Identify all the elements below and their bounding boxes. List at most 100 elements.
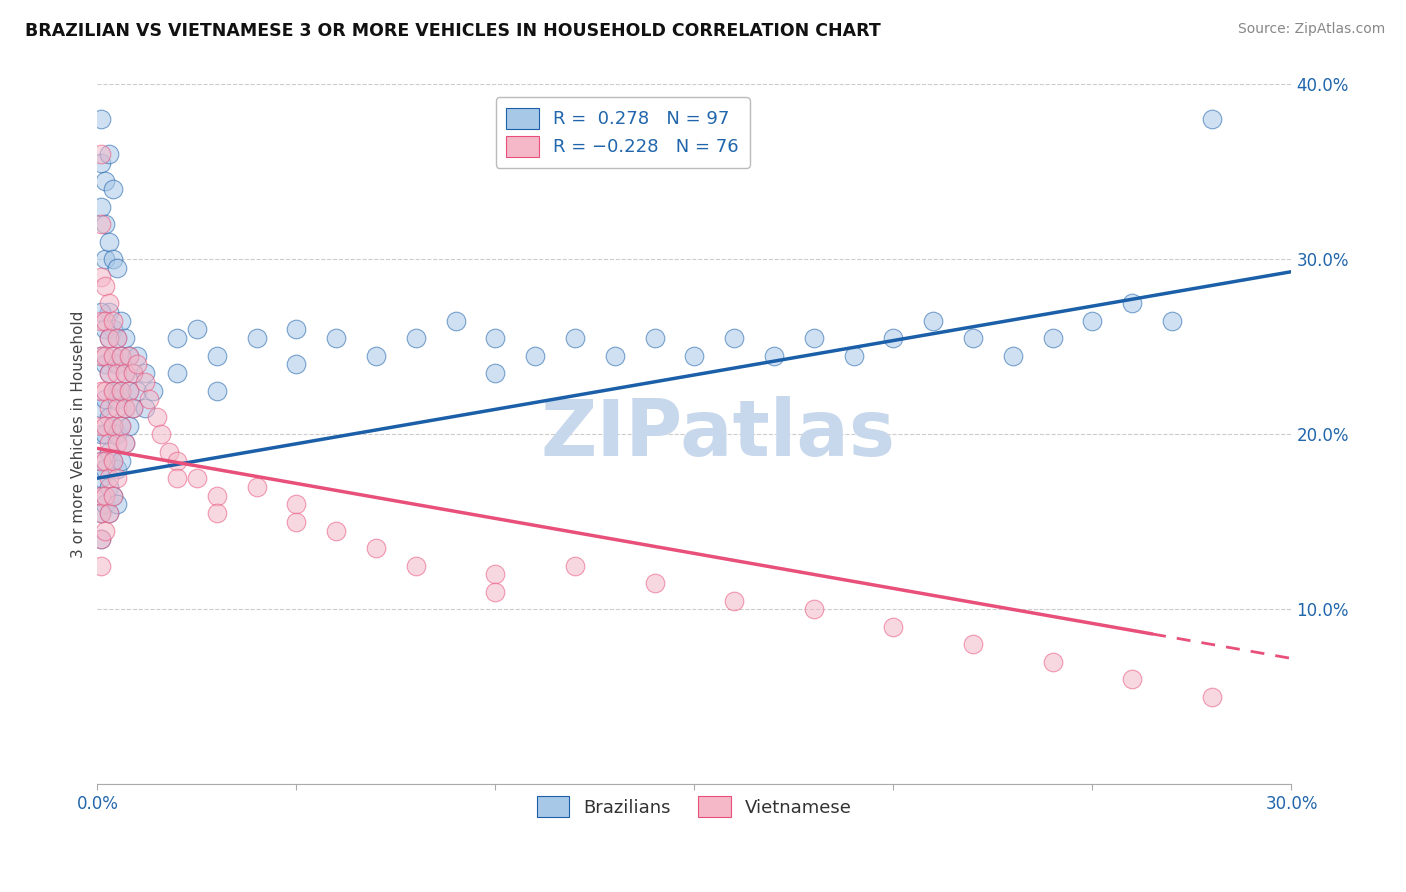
- Point: [90, 427, 112, 442]
- Point: [205, 489, 228, 503]
- Point: [110, 384, 132, 398]
- Point: [103, 489, 125, 503]
- Point: [105, 366, 128, 380]
- Point: [205, 349, 228, 363]
- Point: [90, 112, 112, 127]
- Point: [186, 471, 208, 485]
- Point: [110, 314, 132, 328]
- Point: [157, 445, 180, 459]
- Point: [245, 480, 267, 494]
- Point: [564, 558, 586, 573]
- Point: [98, 366, 121, 380]
- Point: [127, 358, 149, 372]
- Point: [90, 218, 112, 232]
- Point: [142, 384, 165, 398]
- Text: Source: ZipAtlas.com: Source: ZipAtlas.com: [1237, 22, 1385, 37]
- Point: [105, 331, 128, 345]
- Text: ZIPatlas: ZIPatlas: [541, 396, 896, 473]
- Point: [285, 358, 308, 372]
- Point: [98, 445, 121, 459]
- Point: [110, 418, 132, 433]
- Point: [103, 384, 125, 398]
- Point: [90, 349, 112, 363]
- Point: [94, 278, 117, 293]
- Point: [103, 418, 125, 433]
- Point: [134, 375, 156, 389]
- Point: [285, 498, 308, 512]
- Point: [285, 515, 308, 529]
- Point: [103, 453, 125, 467]
- Point: [94, 392, 117, 407]
- Point: [98, 436, 121, 450]
- Point: [325, 331, 347, 345]
- Point: [245, 331, 267, 345]
- Point: [103, 322, 125, 336]
- Point: [90, 269, 112, 284]
- Point: [98, 366, 121, 380]
- Point: [90, 418, 112, 433]
- Point: [90, 384, 112, 398]
- Point: [90, 314, 112, 328]
- Point: [1001, 349, 1024, 363]
- Point: [683, 349, 706, 363]
- Point: [94, 358, 117, 372]
- Point: [962, 637, 984, 651]
- Point: [98, 331, 121, 345]
- Point: [405, 331, 427, 345]
- Point: [105, 331, 128, 345]
- Point: [90, 558, 112, 573]
- Point: [1121, 296, 1143, 310]
- Point: [166, 366, 188, 380]
- Point: [364, 349, 387, 363]
- Point: [90, 533, 112, 547]
- Point: [150, 427, 173, 442]
- Point: [763, 349, 786, 363]
- Point: [94, 322, 117, 336]
- Point: [484, 567, 506, 582]
- Point: [90, 349, 112, 363]
- Point: [962, 331, 984, 345]
- Point: [364, 541, 387, 556]
- Point: [603, 349, 626, 363]
- Point: [803, 331, 825, 345]
- Point: [127, 384, 149, 398]
- Point: [105, 436, 128, 450]
- Point: [118, 384, 141, 398]
- Point: [94, 174, 117, 188]
- Point: [922, 314, 945, 328]
- Point: [98, 331, 121, 345]
- Point: [98, 471, 121, 485]
- Point: [98, 506, 121, 520]
- Point: [94, 384, 117, 398]
- Point: [118, 349, 141, 363]
- Point: [103, 252, 125, 267]
- Point: [90, 453, 112, 467]
- Point: [90, 453, 112, 467]
- Legend: Brazilians, Vietnamese: Brazilians, Vietnamese: [530, 789, 859, 824]
- Point: [90, 147, 112, 161]
- Point: [166, 331, 188, 345]
- Point: [103, 489, 125, 503]
- Point: [105, 384, 128, 398]
- Point: [484, 366, 506, 380]
- Point: [103, 453, 125, 467]
- Point: [98, 409, 121, 424]
- Point: [127, 349, 149, 363]
- Point: [444, 314, 467, 328]
- Point: [325, 524, 347, 538]
- Point: [114, 401, 136, 416]
- Point: [122, 366, 145, 380]
- Point: [98, 147, 121, 161]
- Point: [882, 620, 904, 634]
- Point: [1201, 112, 1223, 127]
- Point: [94, 218, 117, 232]
- Point: [105, 427, 128, 442]
- Point: [94, 252, 117, 267]
- Point: [134, 366, 156, 380]
- Point: [98, 401, 121, 416]
- Point: [103, 384, 125, 398]
- Point: [94, 453, 117, 467]
- Point: [122, 366, 145, 380]
- Point: [103, 182, 125, 196]
- Point: [186, 322, 208, 336]
